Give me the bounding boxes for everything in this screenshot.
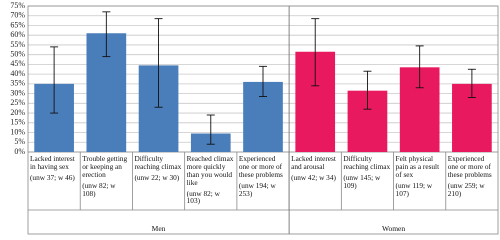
- category-label: Felt physical pain as a result of sex (un…: [396, 155, 444, 197]
- y-tick-label: 15%: [10, 118, 25, 127]
- y-tick-label: 65%: [10, 20, 25, 29]
- category-label: Experienced one or more of these problem…: [448, 155, 496, 197]
- y-tick-label: 5%: [14, 137, 25, 146]
- y-tick-label: 60%: [10, 30, 25, 39]
- sample-size: (unw 145; w 109): [343, 172, 381, 190]
- y-tick-label: 10%: [10, 127, 25, 136]
- y-tick-label: 75%: [10, 1, 25, 10]
- category-text: Experienced one or more of these problem…: [238, 154, 283, 179]
- sample-size: (unw 259; w 210): [447, 180, 485, 198]
- y-tick-label: 70%: [10, 11, 25, 20]
- sample-size: (unw 22; w 30): [134, 172, 180, 182]
- y-tick-label: 0%: [14, 147, 25, 156]
- category-text: Reached climax more quickly than you wou…: [186, 154, 234, 187]
- y-tick-label: 50%: [10, 49, 25, 58]
- category-label: Difficulty reaching climax (unw 22; w 30): [134, 155, 182, 182]
- category-label: Lacked interest and arousal (unw 42; w 34…: [291, 155, 339, 182]
- group-label: Women: [381, 224, 406, 233]
- sample-size: (unw 37; w 46): [30, 172, 75, 182]
- plot-frame: [27, 5, 499, 235]
- sample-size: (unw 82; w 108): [82, 180, 116, 198]
- y-tick-label: 30%: [10, 88, 25, 97]
- category-label: Lacked interest in having sex (unw 37; w …: [30, 155, 78, 182]
- sample-size: (unw 82; w 103): [186, 188, 220, 206]
- y-tick-label: 45%: [10, 59, 25, 68]
- y-tick-label: 20%: [10, 108, 25, 117]
- y-tick-label: 40%: [10, 69, 25, 78]
- y-tick-label: 35%: [10, 79, 25, 88]
- category-text: Experienced one or more of these problem…: [447, 154, 492, 179]
- category-label: Trouble getting or keeping an erection (u…: [82, 155, 130, 197]
- category-text: Felt physical pain as a result of sex: [395, 154, 440, 179]
- category-label: Difficulty reaching climax (unw 145; w 10…: [343, 155, 391, 190]
- sample-size: (unw 119; w 107): [395, 180, 433, 198]
- category-text: Lacked interest in having sex: [30, 154, 75, 171]
- sample-size: (unw 194; w 253): [238, 180, 276, 198]
- category-text: Trouble getting or keeping an erection: [82, 154, 128, 179]
- category-text: Difficulty reaching climax: [343, 154, 391, 171]
- y-tick-label: 55%: [10, 40, 25, 49]
- category-label: Reached climax more quickly than you wou…: [187, 155, 235, 205]
- category-label: Experienced one or more of these problem…: [239, 155, 287, 197]
- sample-size: (unw 42; w 34): [291, 172, 336, 182]
- category-text: Lacked interest and arousal: [291, 154, 336, 171]
- category-text: Difficulty reaching climax: [134, 154, 182, 171]
- y-tick-label: 25%: [10, 98, 25, 107]
- group-label: Men: [151, 224, 166, 233]
